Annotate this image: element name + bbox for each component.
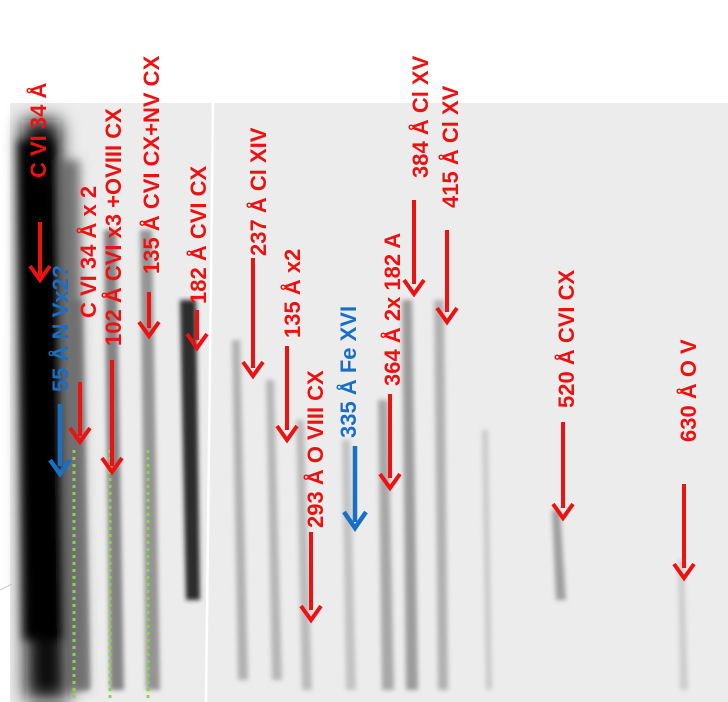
- line-460: [482, 430, 492, 690]
- line-364: [378, 400, 394, 690]
- line-labels: C VI 34 Å C VI 34 Å x 2 55 Å N Vx2? 102 …: [25, 55, 701, 528]
- label-cl15-384: 384 Å Cl XV: [407, 55, 433, 178]
- arrow-c6-182: [185, 310, 209, 352]
- line-135: [140, 230, 160, 690]
- arrow-cl15-384: [402, 200, 426, 298]
- line-182: [180, 300, 200, 600]
- line-630: [678, 560, 688, 690]
- plate-background: [10, 103, 728, 702]
- label-cl14-237: 237 Å Cl XIV: [245, 127, 271, 256]
- arrow-o8-293: [299, 532, 323, 624]
- label-c6-135: 135 Å CVI CX+NV CX: [138, 55, 164, 274]
- label-364: 364 Å 2x 182 A: [379, 233, 405, 386]
- label-x2-135: 135 Å x2: [279, 249, 305, 338]
- label-c6-34: C VI 34 Å: [25, 83, 51, 178]
- red-arrows: [28, 200, 696, 624]
- arrow-fe16-335: [342, 446, 368, 532]
- line-415: [434, 300, 448, 690]
- arrow-c6-34x2: [68, 382, 92, 446]
- arrow-364: [378, 394, 402, 492]
- arrow-c6-135: [137, 292, 161, 340]
- label-cl15-415: 415 Å Cl XV: [437, 85, 463, 208]
- label-c6-34x2: C VI 34 Å x 2: [75, 186, 101, 318]
- line-335: [342, 440, 356, 690]
- arrow-c6-520: [551, 422, 575, 522]
- arrow-c6-34: [28, 222, 52, 284]
- plate-gap-line: [204, 102, 215, 702]
- arrow-cl14-237: [241, 258, 265, 380]
- green-guide-lines: [72, 450, 150, 702]
- label-n5-55: 55 Å N Vx2?: [47, 265, 73, 392]
- label-c6-102: 102 Å CVI x3 +OVIII CX: [100, 108, 126, 346]
- arrow-x2-135: [275, 346, 299, 444]
- label-c6-182: 182 Å CVI CX: [185, 166, 211, 304]
- label-o8-293: 293 Å O VIII CX: [302, 370, 328, 528]
- label-o5-630: 630 Å O V: [675, 339, 701, 442]
- arrow-o5-630: [672, 484, 696, 582]
- plate-corner-clip: [0, 585, 10, 702]
- blue-arrows: [48, 404, 368, 532]
- arrow-c6-102: [100, 360, 124, 476]
- label-fe16-335: 335 Å Fe XVI: [335, 306, 361, 438]
- arrow-cl15-415: [435, 230, 459, 326]
- line-270: [266, 380, 282, 680]
- line-520: [552, 510, 566, 600]
- spectrogram-plate: [0, 102, 728, 702]
- line-384: [402, 300, 418, 690]
- line-293: [296, 420, 312, 690]
- plate-corner-line: [0, 583, 13, 591]
- line-237: [232, 340, 248, 680]
- arrow-n5-55: [48, 404, 72, 478]
- emission-lines: [70, 230, 688, 690]
- label-c6-520: 520 Å CVI CX: [553, 270, 579, 408]
